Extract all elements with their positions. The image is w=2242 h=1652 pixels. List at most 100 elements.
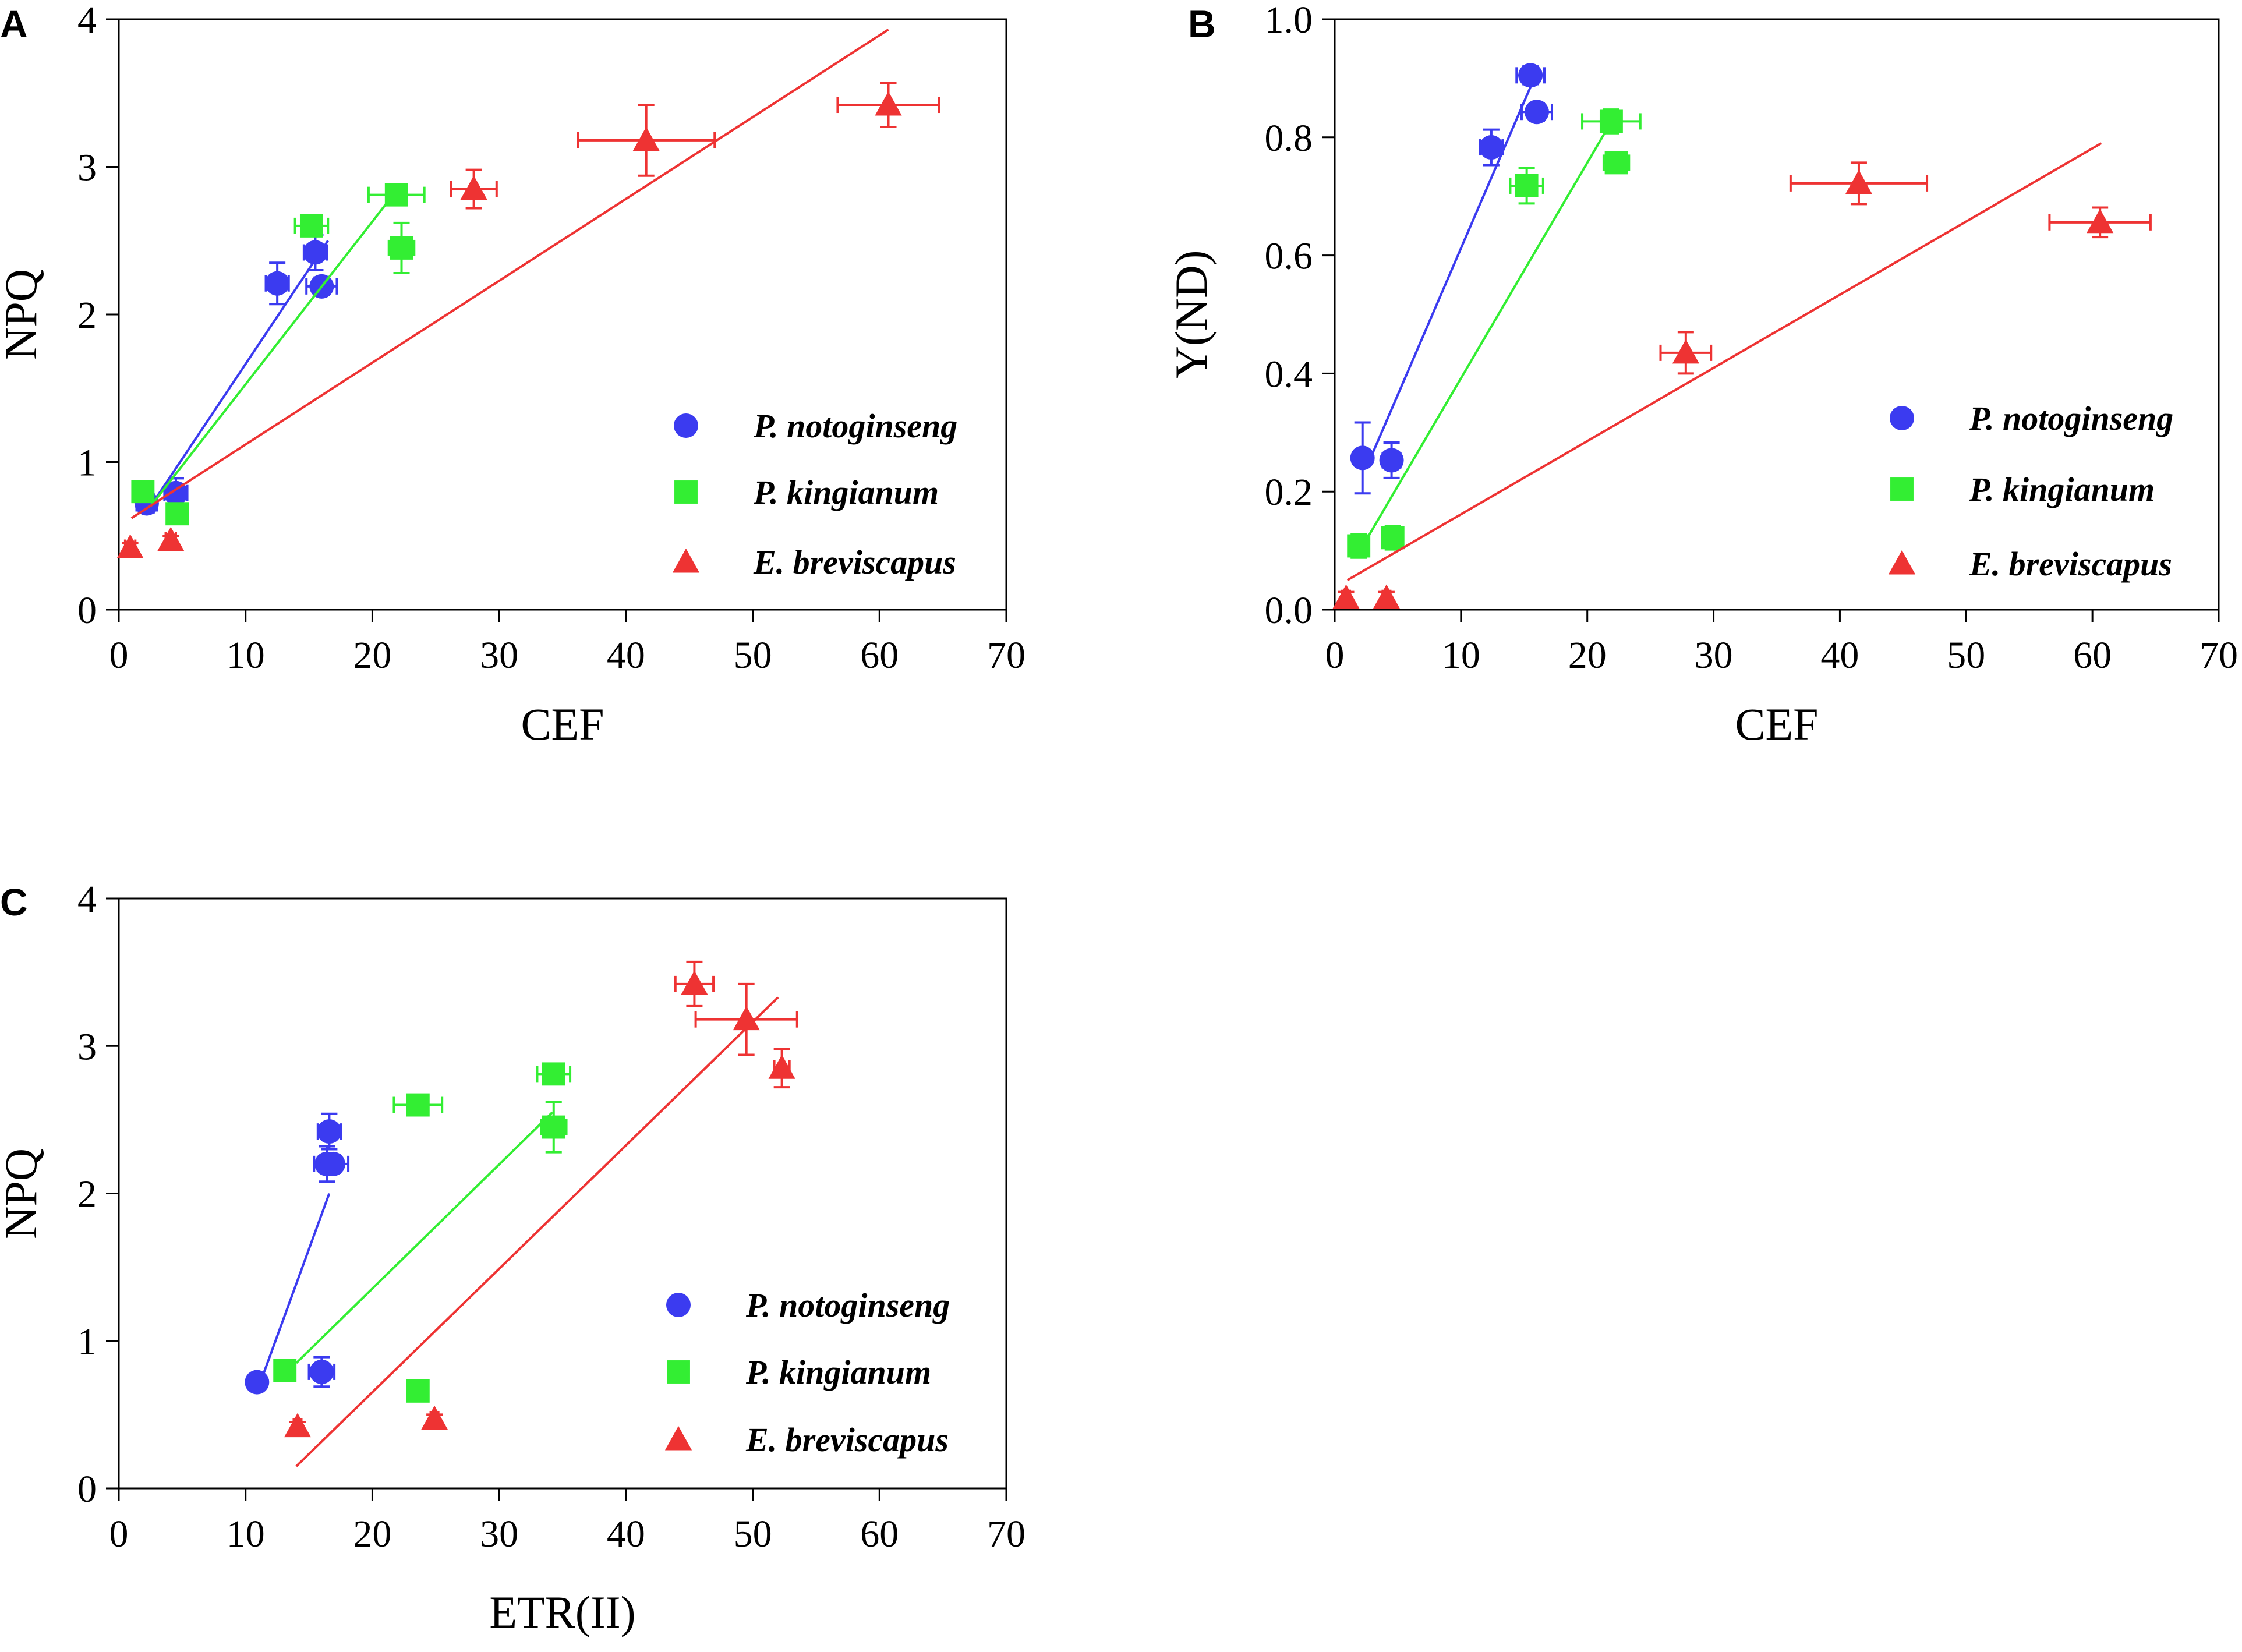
chart-b-legend-label: P. notoginseng bbox=[1969, 399, 2173, 437]
chart-a-point-triangle bbox=[116, 534, 144, 559]
chart-c-panel-letter: C bbox=[0, 880, 28, 924]
chart-b-fit-line bbox=[1365, 72, 1538, 469]
chart-c-fit-line bbox=[295, 1111, 553, 1364]
chart-b-series-triangle bbox=[1332, 142, 2152, 609]
chart-a-xlabel: CEF bbox=[521, 699, 604, 749]
chart-b-ytick-label: 1.0 bbox=[1265, 0, 1313, 41]
chart-a-ytick-label: 1 bbox=[77, 442, 97, 484]
chart-a-point-triangle bbox=[875, 91, 902, 116]
chart-a-point-square bbox=[299, 214, 323, 238]
chart-a-frame bbox=[118, 18, 1007, 611]
chart-a-ytick-label: 3 bbox=[77, 147, 97, 189]
chart-b-frame bbox=[1334, 18, 2220, 611]
chart-b: 0 10 20 30 40 50 60 70 0.0 0.2 0.4 0.6 0.8 1.0 CEF Y(ND… bbox=[1166, 0, 2238, 749]
chart-c-point-triangle bbox=[284, 1413, 312, 1438]
chart-a-point-circle bbox=[265, 271, 290, 296]
chart-b-point-circle bbox=[1518, 63, 1543, 88]
chart-a-panel-letter: A bbox=[0, 2, 28, 45]
chart-a-point-triangle bbox=[632, 126, 660, 151]
chart-b-xtick-label: 10 bbox=[1442, 634, 1480, 677]
chart-a-point-triangle bbox=[157, 526, 185, 551]
chart-a-point-triangle bbox=[460, 175, 487, 200]
chart-a-xtick-label: 70 bbox=[987, 634, 1025, 677]
chart-b-ytick-label: 0.4 bbox=[1265, 353, 1313, 395]
chart-b-point-triangle bbox=[1672, 339, 1699, 364]
chart-a-xtick-label: 30 bbox=[480, 634, 518, 677]
chart-c-ytick-label: 1 bbox=[77, 1321, 97, 1363]
chart-c-point-square bbox=[273, 1359, 297, 1382]
chart-b-point-square bbox=[1599, 109, 1623, 133]
chart-b-point-circle bbox=[1350, 445, 1375, 471]
chart-c-xtick-label: 50 bbox=[734, 1513, 772, 1555]
chart-b-series-circle bbox=[1350, 63, 1553, 495]
chart-b-point-triangle bbox=[1845, 169, 1873, 194]
chart-a-fit-line bbox=[130, 29, 889, 519]
chart-c-point-circle bbox=[309, 1359, 334, 1384]
chart-b-xlabel: CEF bbox=[1735, 699, 1818, 749]
chart-c-fit-line bbox=[295, 996, 779, 1467]
chart-c-ytick-label: 3 bbox=[77, 1025, 97, 1068]
chart-b-xtick-label: 30 bbox=[1695, 634, 1733, 677]
chart-c-point-circle bbox=[245, 1370, 270, 1395]
chart-c-point-square bbox=[542, 1115, 565, 1139]
chart-b-point-circle bbox=[1524, 100, 1549, 125]
chart-c-point-circle bbox=[320, 1151, 345, 1176]
chart-a-legend-marker-circle bbox=[674, 413, 698, 438]
chart-c-point-square bbox=[406, 1093, 430, 1117]
chart-b-legend-marker-triangle bbox=[1888, 550, 1916, 575]
chart-c-ylabel: NPQ bbox=[0, 1148, 46, 1239]
chart-c-xtick-label: 0 bbox=[109, 1513, 129, 1555]
chart-a-legend-label: E. breviscapus bbox=[753, 543, 956, 581]
chart-a-xtick-label: 50 bbox=[734, 634, 772, 677]
chart-c-xtick-label: 10 bbox=[227, 1513, 265, 1555]
chart-c: 0 10 20 30 40 50 60 70 0 1 2 3 4 ETR(II) NPQ C P. notogi… bbox=[0, 878, 1025, 1637]
chart-c-point-triangle bbox=[733, 1006, 760, 1031]
chart-b-panel-letter: B bbox=[1188, 2, 1216, 45]
chart-a-ytick-label: 0 bbox=[77, 589, 97, 632]
chart-b-point-square bbox=[1604, 151, 1628, 175]
chart-c-frame bbox=[118, 897, 1007, 1490]
chart-b-fit-line bbox=[1359, 119, 1614, 551]
chart-a-fit-line bbox=[149, 240, 329, 507]
chart-a-series-triangle bbox=[116, 29, 940, 559]
chart-b-ytick-label: 0.6 bbox=[1265, 235, 1313, 278]
chart-a-xtick-label: 10 bbox=[227, 634, 265, 677]
chart-c-xlabel: ETR(II) bbox=[489, 1587, 635, 1637]
chart-a-series-circle bbox=[134, 234, 338, 516]
chart-c-legend-marker-square bbox=[667, 1360, 690, 1384]
chart-a-point-square bbox=[390, 236, 413, 260]
chart-a-fit-line bbox=[149, 188, 399, 507]
chart-b-legend-label: P. kingianum bbox=[1969, 471, 2155, 508]
chart-c-fit-line bbox=[257, 1193, 331, 1389]
chart-c-legend-label: P. kingianum bbox=[745, 1353, 931, 1391]
chart-a-point-square bbox=[131, 480, 155, 504]
chart-b-point-square bbox=[1515, 174, 1539, 197]
chart-a-xtick-label: 60 bbox=[860, 634, 899, 677]
chart-a-xtick-label: 0 bbox=[109, 634, 129, 677]
chart-b-point-square bbox=[1347, 534, 1371, 558]
chart-b-fit-line bbox=[1346, 142, 2102, 582]
chart-b-xtick-label: 70 bbox=[2199, 634, 2238, 677]
chart-a-series-square bbox=[131, 183, 426, 526]
chart-c-xtick-label: 60 bbox=[860, 1513, 899, 1555]
chart-b-point-triangle bbox=[2087, 208, 2114, 234]
chart-a-xtick-label: 20 bbox=[353, 634, 391, 677]
chart-a-legend-label: P. kingianum bbox=[753, 473, 939, 511]
chart-a-point-square bbox=[165, 502, 189, 526]
chart-c-ytick-label: 2 bbox=[77, 1173, 97, 1216]
chart-b-point-circle bbox=[1379, 448, 1404, 473]
chart-a-xtick-label: 40 bbox=[607, 634, 645, 677]
chart-c-legend-marker-triangle bbox=[664, 1425, 692, 1451]
chart-c-ytick-label: 4 bbox=[77, 878, 97, 921]
chart-c-xtick-label: 20 bbox=[353, 1513, 391, 1555]
chart-c-point-triangle bbox=[421, 1405, 448, 1430]
chart-a-ylabel: NPQ bbox=[0, 269, 46, 360]
chart-c-ytick-label: 0 bbox=[77, 1468, 97, 1510]
chart-c-xtick-label: 40 bbox=[607, 1513, 645, 1555]
chart-a: 0 10 20 30 40 50 60 70 0 1 2 3 4 CEF NPQ A P. notoginsen… bbox=[0, 0, 1025, 749]
chart-a-ytick-label: 4 bbox=[77, 0, 97, 41]
chart-b-ytick-label: 0.8 bbox=[1265, 117, 1313, 160]
chart-b-point-triangle bbox=[1332, 584, 1360, 609]
chart-c-series-triangle bbox=[284, 960, 798, 1467]
